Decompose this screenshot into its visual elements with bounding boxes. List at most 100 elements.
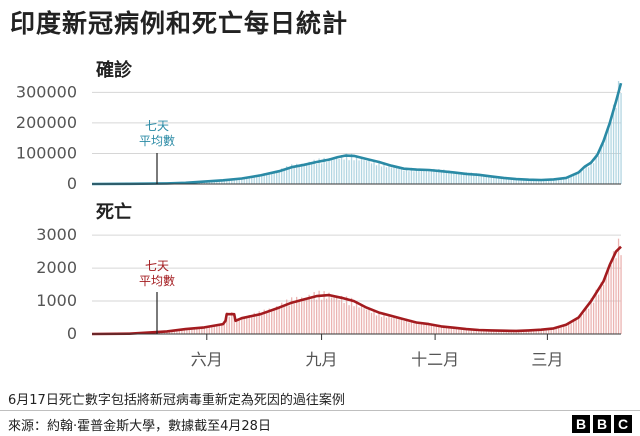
- daily-bar: [530, 179, 532, 184]
- daily-bar: [423, 170, 425, 184]
- daily-bar: [612, 104, 615, 184]
- daily-bar: [443, 325, 445, 334]
- daily-bar: [435, 326, 438, 334]
- daily-bar: [313, 292, 315, 334]
- daily-bar: [480, 174, 482, 184]
- daily-bar: [171, 330, 173, 334]
- daily-bar: [283, 170, 285, 184]
- daily-bar: [251, 317, 253, 334]
- daily-bar: [430, 170, 433, 184]
- daily-bar: [478, 330, 480, 334]
- daily-bar: [243, 317, 245, 334]
- daily-bar: [221, 180, 223, 184]
- daily-bar: [278, 307, 280, 334]
- seven-day-average-line: [91, 82, 623, 186]
- daily-bar: [368, 308, 370, 334]
- y-tick-label: 2000: [36, 258, 77, 277]
- annotation-label: 平均數: [139, 134, 175, 148]
- daily-bar: [540, 179, 542, 184]
- daily-bar: [435, 171, 438, 184]
- daily-bar: [236, 319, 238, 334]
- daily-bar: [518, 330, 520, 334]
- daily-bar: [597, 156, 600, 184]
- daily-bar: [308, 294, 310, 334]
- daily-bar: [597, 294, 600, 334]
- daily-bar: [370, 312, 373, 334]
- daily-bar: [553, 328, 555, 334]
- daily-bar: [413, 171, 415, 184]
- daily-bar: [463, 328, 465, 334]
- daily-bar: [483, 330, 485, 334]
- daily-bar: [256, 176, 258, 184]
- daily-bar: [405, 318, 408, 334]
- daily-bar: [500, 330, 502, 334]
- daily-bar: [226, 179, 228, 184]
- daily-bar: [181, 329, 183, 334]
- daily-bar: [208, 326, 210, 334]
- daily-bar: [605, 273, 607, 334]
- daily-bar: [226, 312, 228, 334]
- daily-bar: [353, 306, 355, 334]
- daily-bar: [480, 329, 482, 334]
- daily-bar: [565, 326, 567, 334]
- daily-bar: [510, 330, 512, 334]
- daily-bar: [508, 330, 510, 334]
- daily-bar: [360, 305, 363, 334]
- daily-bar: [418, 323, 420, 334]
- daily-bar: [460, 327, 463, 334]
- daily-bar: [475, 173, 477, 184]
- daily-bar: [193, 327, 196, 334]
- daily-bar: [385, 317, 388, 334]
- daily-bar: [505, 178, 507, 184]
- daily-bar: [448, 170, 450, 184]
- daily-bar: [238, 319, 240, 334]
- logo-letter: B: [593, 415, 611, 433]
- daily-bar: [530, 329, 532, 334]
- daily-bar: [385, 167, 388, 184]
- daily-bar: [490, 330, 492, 334]
- daily-bar: [577, 318, 580, 334]
- daily-bar: [266, 312, 268, 334]
- daily-bar: [176, 330, 178, 334]
- daily-bar: [213, 181, 215, 184]
- daily-bar: [453, 327, 455, 334]
- daily-bar: [293, 167, 295, 184]
- daily-bar: [560, 179, 562, 184]
- daily-bar: [283, 306, 285, 334]
- daily-bar: [305, 298, 308, 334]
- daily-bar: [515, 330, 517, 334]
- daily-bar: [276, 306, 278, 334]
- bbc-logo: B B C: [572, 415, 632, 433]
- daily-bar: [620, 255, 622, 334]
- daily-bar: [378, 160, 380, 184]
- daily-bar: [253, 312, 255, 334]
- daily-bar: [276, 170, 278, 184]
- daily-bar: [248, 314, 250, 334]
- daily-bar: [468, 174, 470, 184]
- daily-bar: [218, 180, 220, 184]
- daily-bar: [206, 181, 208, 184]
- daily-bar: [258, 311, 260, 334]
- daily-bar: [273, 308, 275, 334]
- x-tick-label: 三月: [531, 350, 563, 369]
- daily-bar: [587, 308, 590, 334]
- daily-bar: [448, 326, 450, 334]
- daily-bar: [438, 324, 440, 334]
- daily-bar: [485, 330, 487, 334]
- daily-bar: [553, 179, 555, 184]
- daily-bar: [403, 170, 405, 184]
- daily-bar: [286, 166, 288, 184]
- y-tick-label: 3000: [36, 225, 77, 244]
- daily-bar: [413, 323, 415, 334]
- daily-bar: [440, 172, 443, 184]
- daily-bar: [520, 330, 522, 334]
- daily-bar: [363, 160, 365, 184]
- daily-bar: [348, 160, 350, 184]
- y-tick-label: 200000: [16, 113, 77, 132]
- daily-bar: [410, 167, 413, 184]
- daily-bar: [498, 330, 500, 334]
- daily-bar: [528, 330, 530, 334]
- daily-bar: [503, 330, 505, 334]
- daily-bar: [592, 163, 595, 184]
